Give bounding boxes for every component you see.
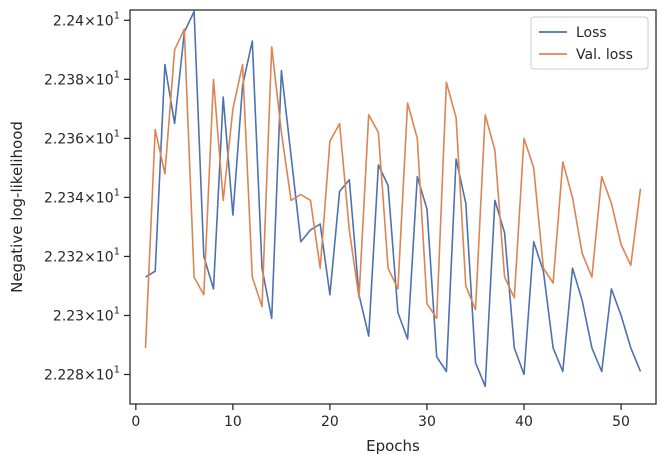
x-tick-label: 30 (418, 414, 436, 430)
legend-label: Val. loss (576, 47, 633, 63)
y-tick-label: 2.24×101 (53, 10, 120, 29)
legend: Loss Val. loss (530, 16, 649, 70)
x-tick-label: 20 (321, 414, 339, 430)
legend-label: Loss (576, 25, 607, 41)
y-tick-label: 2.234×101 (44, 187, 120, 206)
y-tick-label: 2.228×101 (44, 364, 120, 383)
series-lines (144, 10, 642, 388)
y-tick-label: 2.236×101 (44, 128, 120, 147)
y-axis-ticks: 2.228×101 2.23×101 2.232×101 2.234×101 2.236… (44, 10, 130, 383)
y-tick-label: 2.232×101 (44, 246, 120, 265)
x-tick-label: 50 (612, 414, 630, 430)
x-axis-label: Epochs (366, 437, 420, 455)
axes-frame (129, 9, 657, 405)
y-axis-label: Negative log-likelihood (8, 121, 26, 293)
y-tick-label: 2.23×101 (53, 305, 120, 324)
series-line-val-loss (144, 28, 642, 348)
x-tick-label: 40 (515, 414, 533, 430)
x-tick-label: 10 (224, 414, 242, 430)
legend-box (530, 16, 649, 70)
x-axis-ticks: 0 10 20 30 40 50 (131, 404, 630, 430)
y-tick-label: 2.238×101 (44, 69, 120, 88)
x-tick-label: 0 (131, 414, 140, 430)
